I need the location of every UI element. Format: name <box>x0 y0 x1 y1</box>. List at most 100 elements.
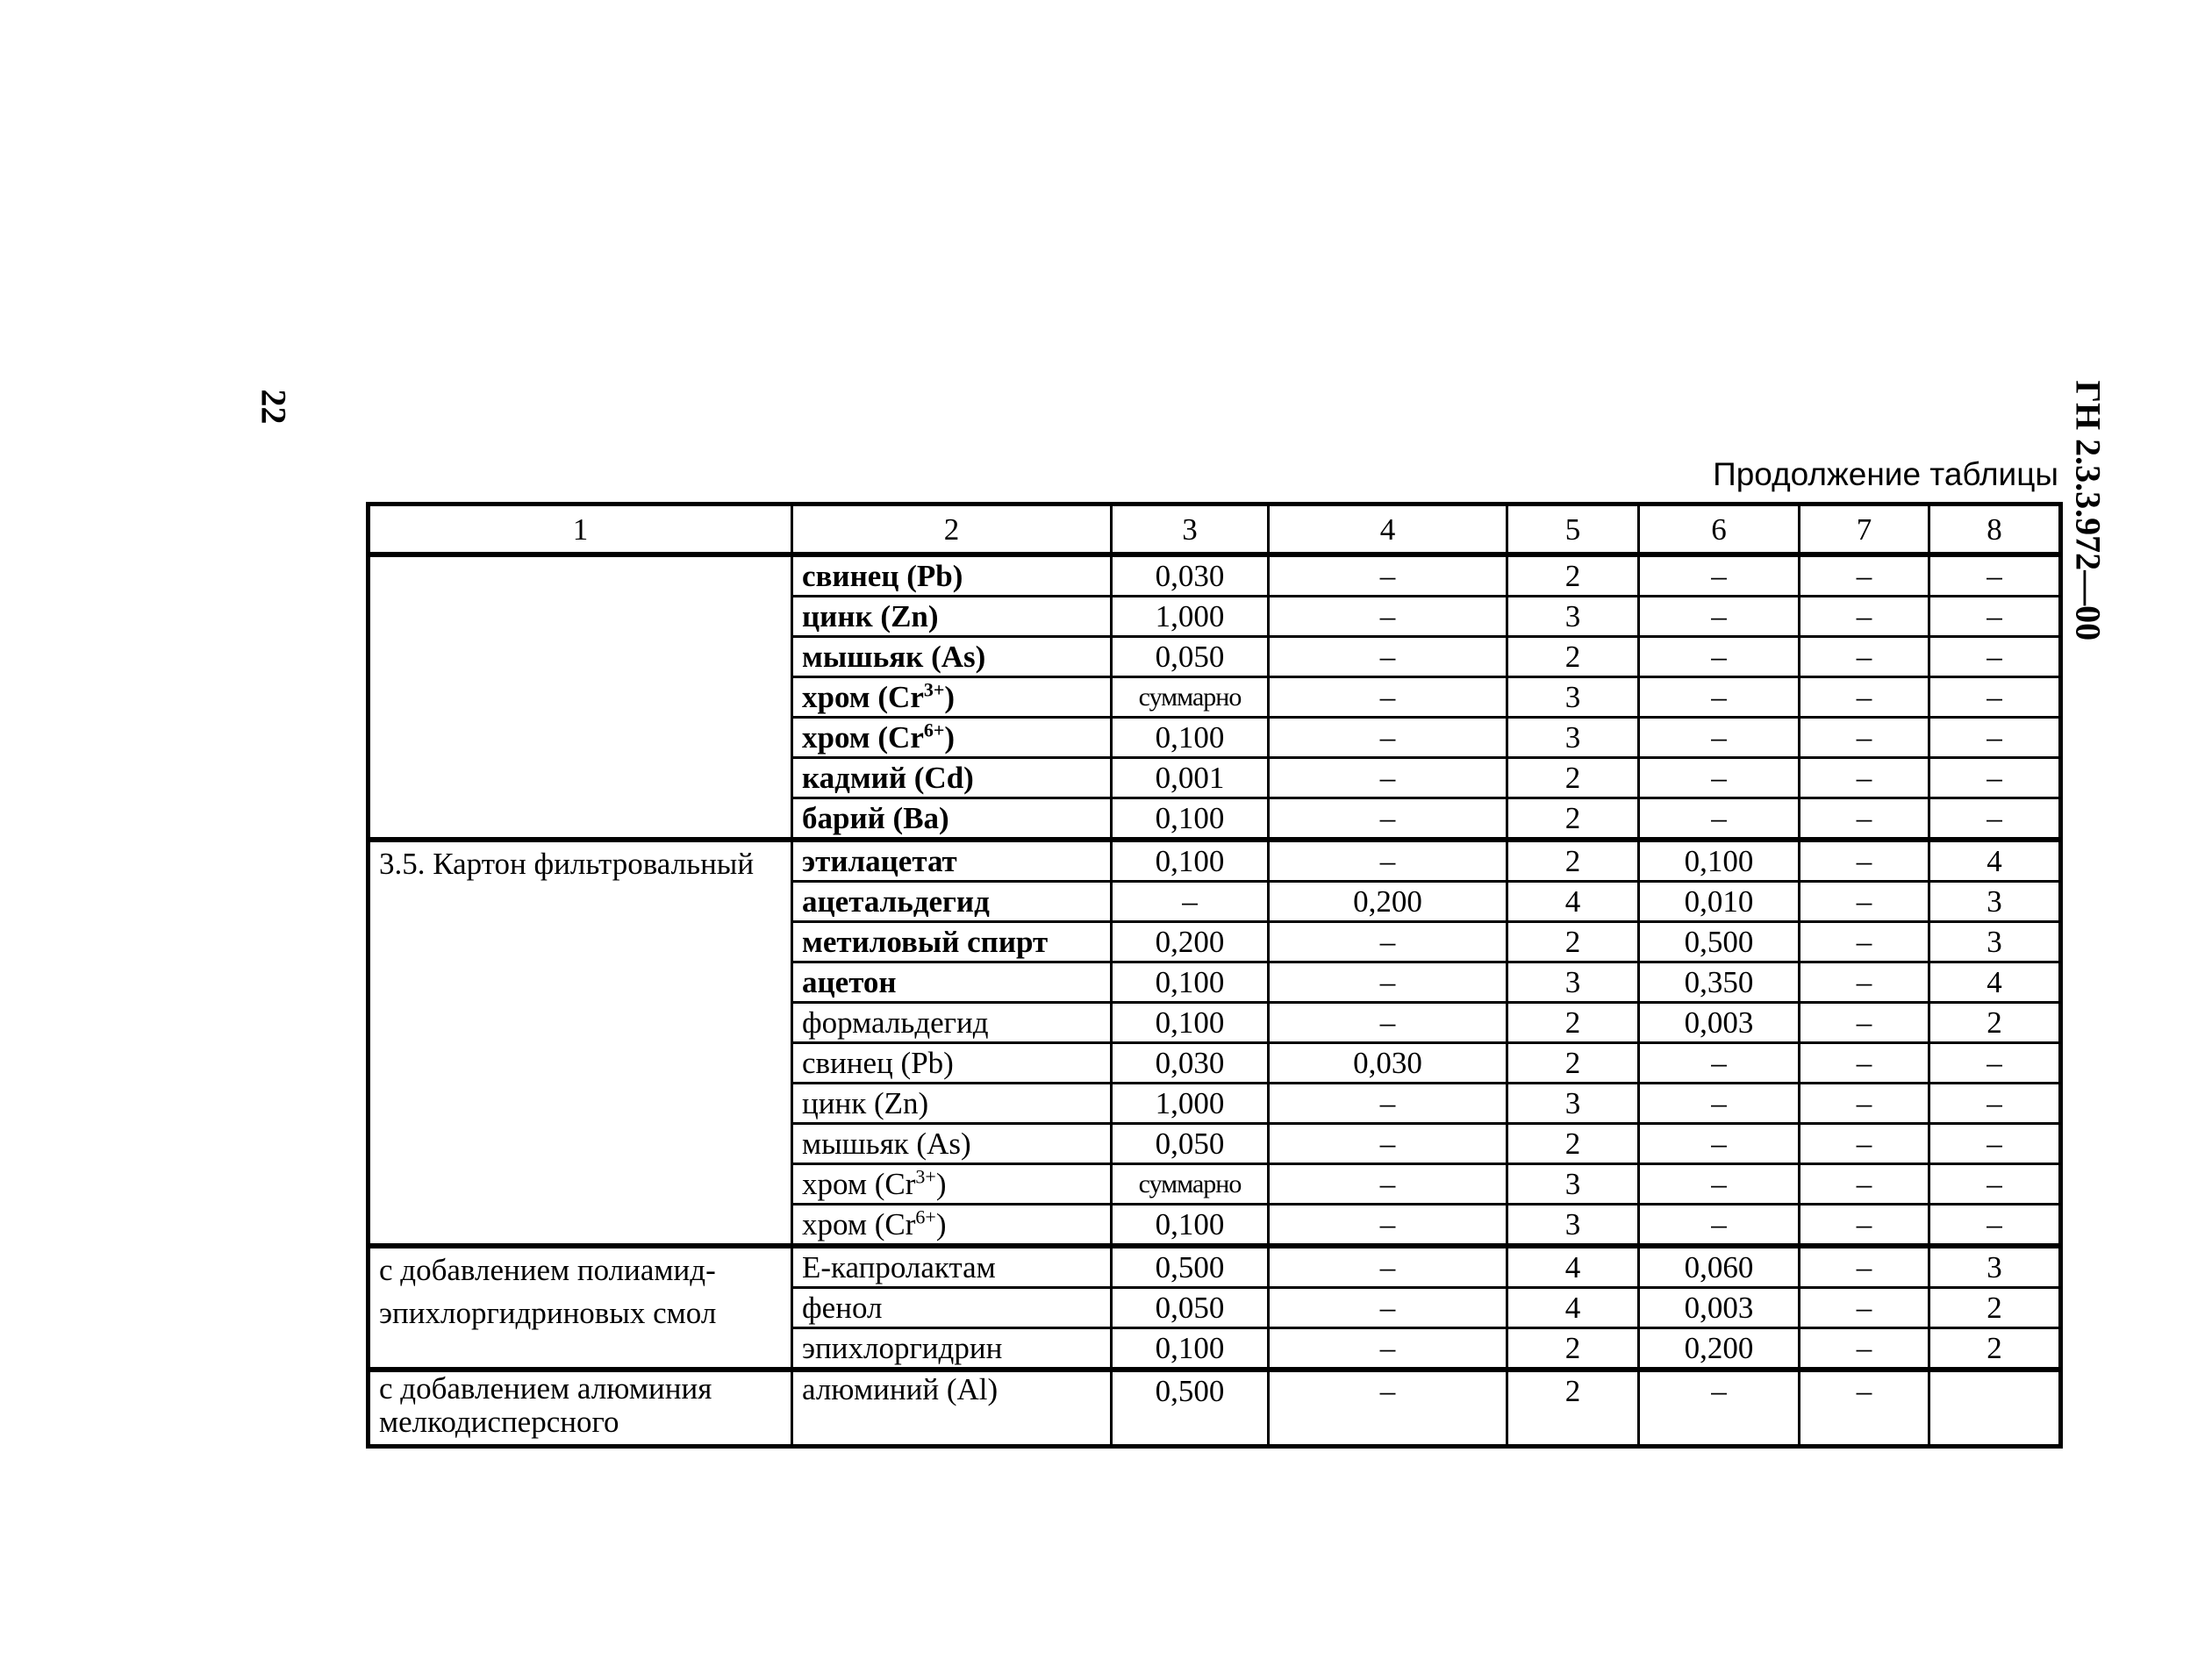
ion-charge: 6+ <box>915 1206 936 1228</box>
value-cell-c3: 0,050 <box>1110 635 1270 678</box>
value-cell-c6: 0,010 <box>1637 880 1800 923</box>
value-cell-c3: 0,001 <box>1110 756 1270 799</box>
value-cell-c8: 3 <box>1928 920 2062 963</box>
value-cell-c4: – <box>1267 676 1508 719</box>
substance-cell: ацетон <box>791 961 1113 1004</box>
value-cell-c5: 2 <box>1506 553 1640 597</box>
substance-cell: свинец (Pb) <box>791 1041 1113 1084</box>
substance-cell: цинк (Zn) <box>791 595 1113 638</box>
substance-cell: кадмий (Cd) <box>791 756 1113 799</box>
value-cell-c3: суммарно <box>1110 1163 1270 1206</box>
value-cell-c6: – <box>1637 635 1800 678</box>
value-cell-c4: – <box>1267 595 1508 638</box>
value-cell-c4: – <box>1267 1163 1508 1206</box>
table-row: с добавлением полиамид-эпихлоргидриновых… <box>367 1243 2062 1371</box>
value-cell-c3: 0,100 <box>1110 961 1270 1004</box>
ion-charge: 3+ <box>923 678 945 701</box>
substance-cell: эпихлоргидрин <box>791 1327 1113 1371</box>
table-row: мышьяк (As) 0,050–2– – – <box>369 635 2062 678</box>
table-row: хром (Cr3+) суммарно –3– – – <box>369 1163 2062 1206</box>
group-label: с добавлением полиамид-эпихлоргидриновых… <box>367 1243 793 1371</box>
substance-cell: мышьяк (As) <box>791 635 1113 678</box>
value-cell-c5: 3 <box>1506 1163 1640 1206</box>
table-row: кадмий (Cd) 0,001–2– – – <box>369 756 2062 799</box>
substance-cell: хром (Cr3+) <box>791 676 1113 719</box>
value-cell-c7: – <box>1798 716 1930 759</box>
value-cell-c8: – <box>1928 676 2062 719</box>
substance-name: эпихлоргидрин <box>802 1331 1003 1365</box>
substance-cell: хром (Cr6+) <box>791 1203 1113 1248</box>
value-cell-c8: – <box>1928 797 2062 841</box>
group-label: с добавлением алюминия мелкодисперсного <box>367 1367 793 1448</box>
substance-name: барий (Ba) <box>802 801 949 835</box>
value-cell-c7: – <box>1798 553 1930 597</box>
substance-name: алюминий (Al) <box>802 1372 999 1406</box>
value-cell-c4: – <box>1267 716 1508 759</box>
table-row: метиловый спирт 0,200–2 0,500–3 <box>369 920 2062 963</box>
value-cell-c6: – <box>1637 797 1800 841</box>
value-cell-c7: – <box>1798 595 1930 638</box>
column-header: 3 <box>1110 503 1270 557</box>
value-cell-c8: – <box>1928 716 2062 759</box>
value-cell-c7: – <box>1798 1327 1930 1371</box>
substance-tail: ) <box>944 720 956 755</box>
value-cell-c3: 0,100 <box>1110 797 1270 841</box>
value-cell-c6: – <box>1637 1203 1800 1248</box>
substance-name: мышьяк (As) <box>802 1127 971 1161</box>
substance-name: хром (Cr <box>802 680 924 714</box>
value-cell-c5: 4 <box>1506 1243 1640 1289</box>
substance-name: ацетон <box>802 965 897 999</box>
substance-name: цинк (Zn) <box>802 599 939 633</box>
value-cell-c4: – <box>1267 1286 1508 1329</box>
value-cell-c8: 3 <box>1928 1243 2062 1289</box>
table-row: ацетальдегид –0,200 4 0,010–3 <box>369 880 2062 923</box>
substance-cell: формальдегид <box>791 1001 1113 1044</box>
value-cell-c7: – <box>1798 1203 1930 1248</box>
value-cell-c5: 3 <box>1506 961 1640 1004</box>
value-cell-c8: – <box>1928 1203 2062 1248</box>
value-cell-c5: 3 <box>1506 676 1640 719</box>
table-row: хром (Cr3+) суммарно –3– – – <box>369 676 2062 719</box>
substance-tail: ) <box>935 1167 947 1201</box>
value-cell-c3: 0,200 <box>1110 920 1270 963</box>
data-table: 1 2 3 4 5 6 7 8 свинец (Pb) 0,030–2– – – цин… <box>366 502 2063 1449</box>
value-cell-c3: 0,050 <box>1110 1122 1270 1165</box>
table-row: фенол 0,050–4 0,003–2 <box>369 1286 2062 1329</box>
value-cell-c7: – <box>1798 1082 1930 1125</box>
value-cell-c6: 0,350 <box>1637 961 1800 1004</box>
column-header: 7 <box>1798 503 1930 557</box>
value-cell-c4: – <box>1267 837 1508 883</box>
substance-name: цинк (Zn) <box>802 1086 929 1120</box>
substance-name: кадмий (Cd) <box>802 761 974 795</box>
value-cell-c7: – <box>1798 797 1930 841</box>
value-cell-c7: – <box>1798 920 1930 963</box>
table-row: 3.5. Картон фильтровальный этилацетат 0,10… <box>367 837 2062 1248</box>
column-header: 1 <box>367 503 793 557</box>
value-cell-c4: – <box>1267 1367 1508 1448</box>
value-cell-c5: 3 <box>1506 595 1640 638</box>
group-label: 3.5. Картон фильтровальный <box>367 837 793 1248</box>
value-cell-c3: суммарно <box>1110 676 1270 719</box>
value-cell-c3: 0,050 <box>1110 1286 1270 1329</box>
value-cell-c3: 0,100 <box>1110 1001 1270 1044</box>
value-cell-c8: – <box>1928 635 2062 678</box>
value-cell-c7: – <box>1798 1367 1930 1448</box>
substance-cell: барий (Ba) <box>791 797 1113 841</box>
value-cell-c5: 2 <box>1506 635 1640 678</box>
value-cell-c7: – <box>1798 756 1930 799</box>
table-row: мышьяк (As) 0,050–2– – – <box>369 1122 2062 1165</box>
value-cell-c4: – <box>1267 756 1508 799</box>
table-row: хром (Cr6+) 0,100–3– – – <box>369 716 2062 759</box>
header-row: 1 2 3 4 5 6 7 8 <box>367 503 2062 557</box>
value-cell-c4: – <box>1267 961 1508 1004</box>
table-row: свинец (Pb) 0,030 0,030 2– – – <box>369 1041 2062 1084</box>
substance-name: мышьяк (As) <box>802 640 986 674</box>
value-cell-c5: 2 <box>1506 1327 1640 1371</box>
value-cell-c8: – <box>1928 756 2062 799</box>
value-cell-c3: 0,030 <box>1110 1041 1270 1084</box>
value-cell-c7: – <box>1798 961 1930 1004</box>
value-cell-c8: 3 <box>1928 880 2062 923</box>
value-cell-c6: – <box>1637 553 1800 597</box>
substance-cell: ацетальдегид <box>791 880 1113 923</box>
value-cell-c6: 0,003 <box>1637 1001 1800 1044</box>
